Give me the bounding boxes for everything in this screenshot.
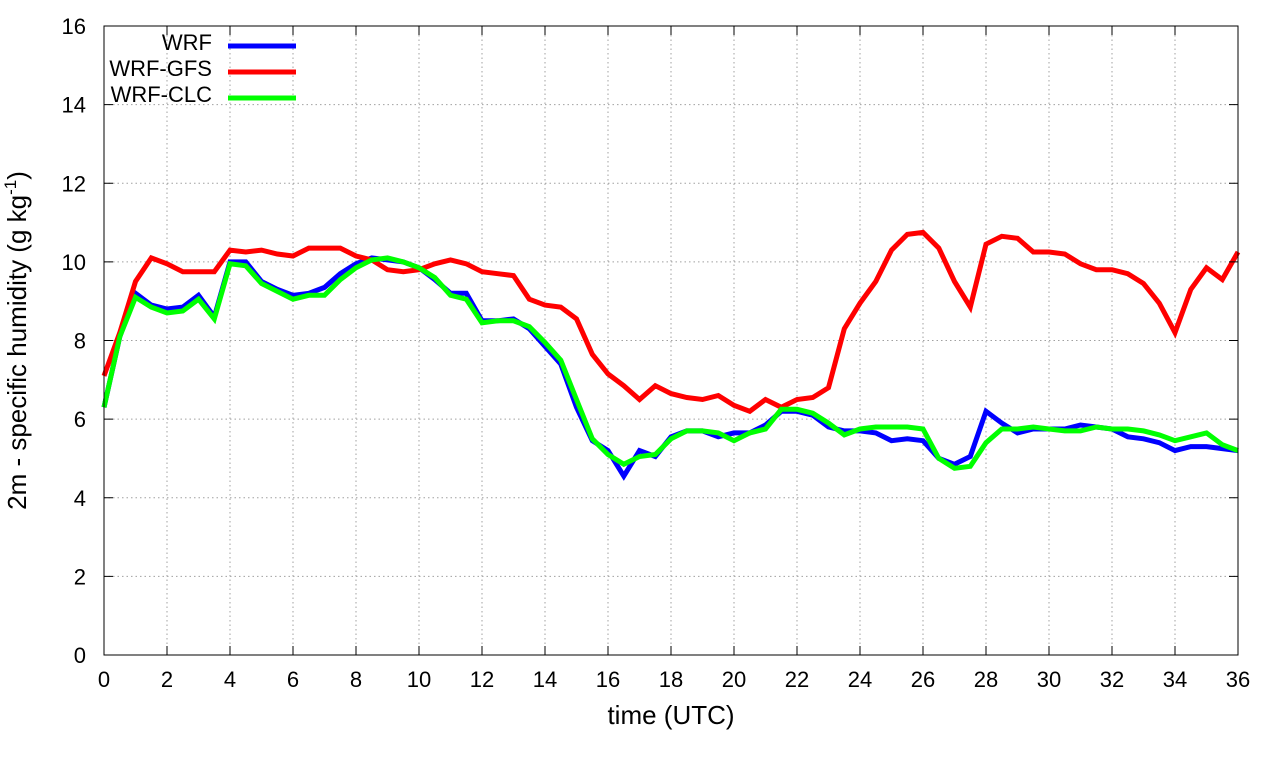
x-tick-label: 12 [470,667,494,692]
x-tick-label: 36 [1226,667,1250,692]
x-tick-label: 26 [911,667,935,692]
x-tick-label: 14 [533,667,557,692]
grid [104,26,1238,655]
x-tick-label: 28 [974,667,998,692]
x-tick-label: 24 [848,667,872,692]
series-lines [101,229,1241,481]
y-tick-labels: 0 2 4 6 8 10 12 14 16 [62,14,86,668]
legend-label-wrf: WRF [162,30,212,55]
x-tick-label: 10 [407,667,431,692]
x-tick-label: 32 [1100,667,1124,692]
y-tick-label: 6 [74,407,86,432]
y-tick-label: 4 [74,486,86,511]
y-axis-title-close: ) [2,171,32,180]
axis-ticks [103,25,1239,656]
y-tick-label: 16 [62,14,86,39]
x-tick-label: 2 [161,667,173,692]
x-tick-label: 6 [287,667,299,692]
x-tick-label: 4 [224,667,236,692]
y-tick-label: 2 [74,564,86,589]
y-axis-title-superscript: -1 [1,180,20,195]
x-tick-label: 8 [350,667,362,692]
x-tick-labels: 0 2 4 6 8 10 12 14 16 18 20 22 24 26 28 30 32 34 36 [98,667,1250,692]
y-tick-label: 10 [62,250,86,275]
x-tick-label: 0 [98,667,110,692]
series-line-wrf-gfs [101,229,1241,415]
x-axis-title: time (UTC) [607,700,734,730]
x-tick-label: 30 [1037,667,1061,692]
x-tick-label: 34 [1163,667,1187,692]
legend-label-wrf-gfs: WRF-GFS [109,56,212,81]
y-axis-title-main: 2m - specific humidity (g kg [2,195,32,510]
y-tick-label: 0 [74,643,86,668]
x-tick-label: 22 [785,667,809,692]
x-tick-label: 16 [596,667,620,692]
x-tick-label: 20 [722,667,746,692]
legend-label-wrf-clc: WRF-CLC [111,82,213,107]
series-line-wrf-clc [101,255,1239,471]
y-axis-title: 2m - specific humidity (g kg-1) [1,171,32,510]
y-tick-label: 12 [62,171,86,196]
y-tick-label: 8 [74,329,86,354]
y-tick-label: 14 [62,93,86,118]
x-tick-label: 18 [659,667,683,692]
